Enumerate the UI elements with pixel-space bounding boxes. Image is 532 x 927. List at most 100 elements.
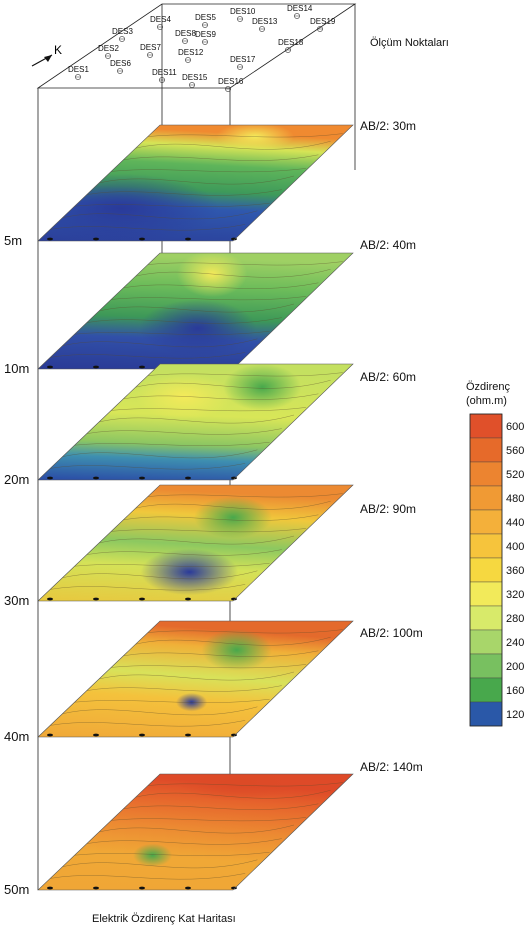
legend-swatch <box>469 413 503 439</box>
resistivity-map <box>38 774 353 890</box>
layer-5: AB/2: 100m 40m <box>4 620 423 744</box>
legend-title: Özdirenç <box>466 381 511 393</box>
legend-swatch <box>469 581 503 607</box>
legend-tick-label: 160 <box>506 685 524 697</box>
station-label: DES10 <box>230 7 256 16</box>
station-des10: DES10 <box>230 7 256 22</box>
station-dot <box>47 733 53 737</box>
station-des6: DES6 <box>110 59 131 74</box>
legend-swatch <box>469 701 503 727</box>
layer-6: AB/2: 140m 50m <box>4 760 423 897</box>
station-dot <box>93 237 99 241</box>
legend-swatch <box>469 677 503 703</box>
legend-tick-label: 400 <box>506 541 524 553</box>
station-dot <box>139 886 145 890</box>
legend-swatch <box>469 653 503 679</box>
station-des1: DES1 <box>68 65 89 80</box>
station-label: DES9 <box>195 30 216 39</box>
legend-swatch <box>469 533 503 559</box>
station-label: DES18 <box>278 38 304 47</box>
station-label: DES11 <box>152 68 177 77</box>
station-dot <box>47 365 53 369</box>
layer-2: AB/2: 40m 10m <box>4 238 416 376</box>
station-dot <box>93 365 99 369</box>
layer-ab-label: AB/2: 100m <box>360 626 423 640</box>
layer-depth-label: 50m <box>4 882 29 897</box>
station-des3: DES3 <box>112 27 133 42</box>
station-dot <box>185 476 191 480</box>
station-dot <box>47 886 53 890</box>
legend-swatch <box>469 461 503 487</box>
station-label: DES12 <box>178 48 204 57</box>
station-dot <box>185 237 191 241</box>
legend-swatch <box>469 557 503 583</box>
legend-tick-label: 200 <box>506 661 524 673</box>
legend-tick-label: 240 <box>506 637 524 649</box>
station-des12: DES12 <box>178 48 204 63</box>
legend-swatch <box>469 629 503 655</box>
layer-depth-label: 40m <box>4 729 29 744</box>
layer-4: AB/2: 90m 30m <box>4 484 416 608</box>
station-des16: DES16 <box>218 77 244 92</box>
station-label: DES3 <box>112 27 133 36</box>
station-dot <box>47 476 53 480</box>
station-label: DES14 <box>287 4 313 13</box>
station-des5: DES5 <box>195 13 216 28</box>
station-label: DES15 <box>182 73 208 82</box>
station-label: DES4 <box>150 15 171 24</box>
layer-ab-label: AB/2: 90m <box>360 502 416 516</box>
layer-depth-label: 20m <box>4 472 29 487</box>
legend: Özdirenç (ohm.m) 600 560 520 480 440 400 360 32… <box>466 381 524 727</box>
legend-tick-label: 360 <box>506 565 524 577</box>
station-dot <box>185 886 191 890</box>
layer-depth-label: 5m <box>4 233 22 248</box>
legend-tick-label: 120 <box>506 709 524 721</box>
bottom-title: Elektrik Özdirenç Kat Haritası <box>92 913 236 925</box>
north-arrow: K <box>31 43 62 67</box>
station-label: DES5 <box>195 13 216 22</box>
station-des8: DES8 <box>175 29 196 44</box>
station-dot <box>139 237 145 241</box>
station-des19: DES19 <box>310 17 336 32</box>
legend-tick-label: 280 <box>506 613 524 625</box>
station-des17: DES17 <box>230 55 256 70</box>
layer-depth-label: 10m <box>4 361 29 376</box>
resistivity-map <box>38 621 353 737</box>
station-des2: DES2 <box>98 44 119 59</box>
legend-swatch <box>469 485 503 511</box>
layer-ab-label: AB/2: 40m <box>360 238 416 252</box>
layer-ab-label: AB/2: 140m <box>360 760 423 774</box>
station-label: DES7 <box>140 43 161 52</box>
legend-tick-label: 520 <box>506 469 524 481</box>
station-des14: DES14 <box>287 4 313 19</box>
station-dot <box>93 597 99 601</box>
station-dot <box>185 733 191 737</box>
station-label: DES1 <box>68 65 89 74</box>
station-des11: DES11 <box>152 68 177 83</box>
legend-swatch <box>469 605 503 631</box>
station-dot <box>93 476 99 480</box>
station-des18: DES18 <box>278 38 304 53</box>
station-label: DES8 <box>175 29 196 38</box>
station-des4: DES4 <box>150 15 171 30</box>
legend-tick-label: 440 <box>506 517 524 529</box>
station-dot <box>93 886 99 890</box>
station-dot <box>47 597 53 601</box>
station-label: DES13 <box>252 17 278 26</box>
points-title: Ölçüm Noktaları <box>370 37 449 49</box>
station-label: DES17 <box>230 55 256 64</box>
station-dot <box>139 733 145 737</box>
layer-depth-label: 30m <box>4 593 29 608</box>
station-dot <box>185 597 191 601</box>
station-label: DES16 <box>218 77 244 86</box>
station-label: DES19 <box>310 17 336 26</box>
station-label: DES2 <box>98 44 119 53</box>
station-dot <box>139 476 145 480</box>
station-label: DES6 <box>110 59 131 68</box>
station-markers: DES1 DES2 DES3 DES4 DES5 DES6 DES7 DES8 DES9 DES1… <box>68 4 336 92</box>
layer-3: AB/2: 60m 20m <box>4 363 416 487</box>
station-des15: DES15 <box>182 73 208 88</box>
station-dot <box>93 733 99 737</box>
